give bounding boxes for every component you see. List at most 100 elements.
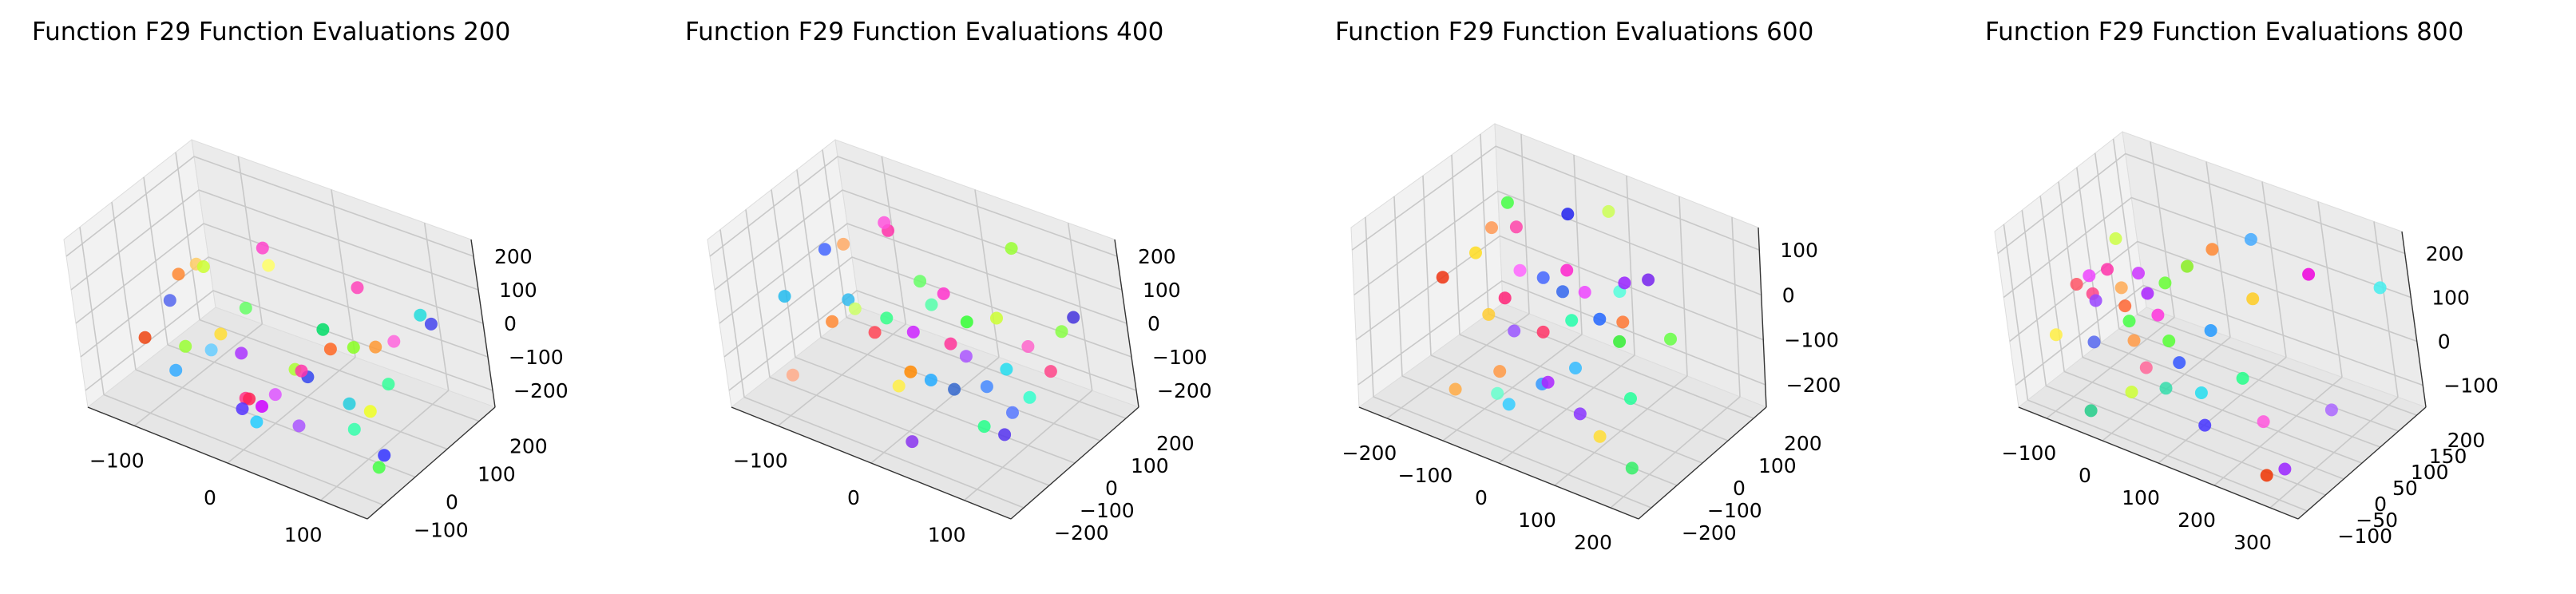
grid-x-back	[1626, 175, 1635, 356]
scatter-point	[382, 378, 395, 391]
scatter-point	[323, 343, 337, 356]
grid-y-left	[2076, 167, 2102, 343]
chart-title: Function F29 Function Evaluations 800	[1985, 18, 2463, 46]
grid-z	[65, 156, 474, 257]
z-axis-line	[1114, 239, 1139, 408]
scatter-point	[239, 301, 252, 315]
scatter-point	[1469, 246, 1482, 259]
y-tick-label: 100	[2411, 461, 2449, 484]
grid-y-left	[1480, 133, 1489, 315]
grid-y-floor	[769, 376, 1050, 486]
z-tick-label: 0	[2438, 331, 2451, 354]
scatter-point	[2101, 263, 2114, 276]
x-tick-label: 100	[284, 524, 323, 547]
z-tick-label: 0	[1782, 283, 1795, 307]
grid-z	[1357, 279, 1766, 386]
scatter-point	[880, 311, 894, 325]
scatter-point	[1021, 340, 1035, 353]
scatter-point	[2127, 334, 2141, 347]
chart-title: Function F29 Function Evaluations 400	[685, 18, 1163, 46]
grid-y-floor	[167, 344, 448, 450]
z-tick-label: −100	[1784, 329, 1839, 352]
grid-x-back	[1573, 154, 1583, 335]
gridlines	[1351, 133, 1766, 509]
y-tick-label: −100	[1707, 499, 1762, 522]
scatter-point	[1616, 315, 1630, 329]
z-tick-label: 100	[2431, 287, 2470, 310]
x-axis-line	[731, 406, 1012, 520]
gridlines	[709, 149, 1137, 509]
scatter-point	[1664, 332, 1677, 346]
scatter-point	[2257, 415, 2270, 429]
y-tick-label: 50	[2392, 477, 2418, 500]
scatter-points	[2049, 232, 2387, 482]
grid-z	[2015, 284, 2423, 386]
axis-panes	[1350, 123, 1767, 520]
scatter-point	[1023, 390, 1036, 404]
scatter-point	[2125, 386, 2138, 398]
scatter-point	[236, 402, 249, 415]
tick-labels: −100 0 100 −100 0 100 200 −200 −100 0 100 200	[89, 245, 569, 547]
y-axis-line	[1638, 406, 1767, 520]
grid-y-floor	[846, 316, 1127, 419]
grid-z	[2009, 240, 2418, 343]
grid-y-floor	[1373, 396, 1652, 509]
subplot-200-plot: Function F29 Function Evaluations 200 −10…	[32, 18, 569, 547]
y-axis-line	[2297, 406, 2427, 520]
grid-z	[709, 156, 1118, 257]
scatter-point	[179, 339, 192, 353]
chart-title: Function F29 Function Evaluations 200	[32, 18, 510, 46]
scatter-point	[1625, 461, 1639, 475]
scatter-point	[243, 392, 256, 406]
x-axis-line	[87, 406, 368, 520]
scatter-point	[1618, 276, 1631, 290]
subplot-800-plot: Function F29 Function Evaluations 800 −10…	[1985, 18, 2499, 555]
z-axis-line	[470, 239, 496, 408]
z-tick-label: −100	[1152, 346, 1207, 369]
grid-y-floor	[1430, 354, 1703, 464]
scatter-point	[2244, 232, 2257, 246]
scatter-point	[2302, 267, 2316, 281]
scatter-point	[842, 293, 855, 307]
grid-y-floor	[2137, 314, 2417, 416]
scatter-point	[250, 415, 264, 429]
z-tick-label: −200	[1157, 379, 1212, 402]
scatter-point	[2114, 281, 2128, 295]
grid-z	[728, 290, 1137, 391]
x-tick-label: 200	[1574, 531, 1612, 554]
scatter-point	[262, 259, 275, 272]
scatter-point	[998, 428, 1012, 442]
scatter-point	[351, 281, 364, 295]
x-tick-label: −100	[2002, 442, 2057, 465]
scatter-point	[906, 325, 920, 339]
axis-lines	[87, 239, 496, 520]
subplot-200: Function F29 Function Evaluations 200 −10…	[0, 0, 644, 594]
grid-z	[70, 189, 479, 291]
x-tick-label: 0	[1475, 486, 1488, 509]
scatter-point	[2083, 269, 2096, 283]
grid-y-left	[2058, 181, 2083, 358]
scatter-point	[256, 400, 268, 413]
grid-x-floor	[227, 356, 356, 464]
x-tick-label: −100	[1398, 464, 1453, 487]
scatter-point	[2246, 292, 2260, 306]
y-tick-label: 0	[2374, 493, 2387, 516]
scatter-point	[196, 260, 210, 273]
scatter-point	[1508, 324, 1521, 338]
grid-y-floor	[743, 396, 1024, 509]
grid-y-left	[1451, 154, 1460, 335]
scatter-point	[2049, 328, 2063, 342]
scatter-point	[414, 308, 427, 322]
grid-x-back	[2150, 141, 2175, 318]
scatter-point	[372, 461, 386, 474]
scatter-point	[2158, 276, 2172, 290]
z-tick-label: 0	[504, 312, 517, 335]
scatter-point	[904, 365, 917, 378]
scatter-point	[295, 364, 308, 378]
scatter-point	[1565, 314, 1579, 327]
grid-y-floor	[795, 356, 1076, 464]
scatter-point	[837, 237, 850, 251]
scatter-point	[2236, 371, 2249, 385]
scatter-point	[1556, 285, 1569, 299]
